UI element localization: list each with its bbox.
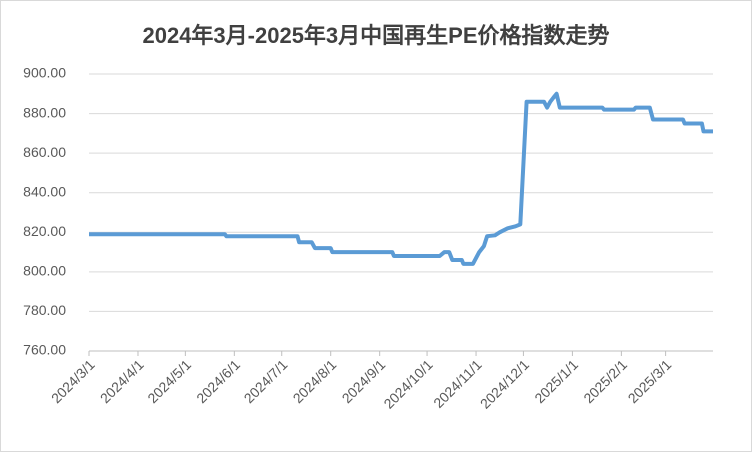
y-tick-label: 760.00 — [23, 342, 66, 358]
y-tick-label: 840.00 — [23, 183, 66, 199]
chart-title: 2024年3月-2025年3月中国再生PE价格指数走势 — [142, 23, 609, 48]
y-tick-label: 800.00 — [23, 263, 66, 279]
y-tick-label: 820.00 — [23, 223, 66, 239]
y-tick-label: 880.00 — [23, 104, 66, 120]
y-tick-label: 780.00 — [23, 302, 66, 318]
y-tick-label: 900.00 — [23, 65, 66, 81]
y-tick-label: 860.00 — [23, 144, 66, 160]
data-line — [89, 91, 713, 266]
